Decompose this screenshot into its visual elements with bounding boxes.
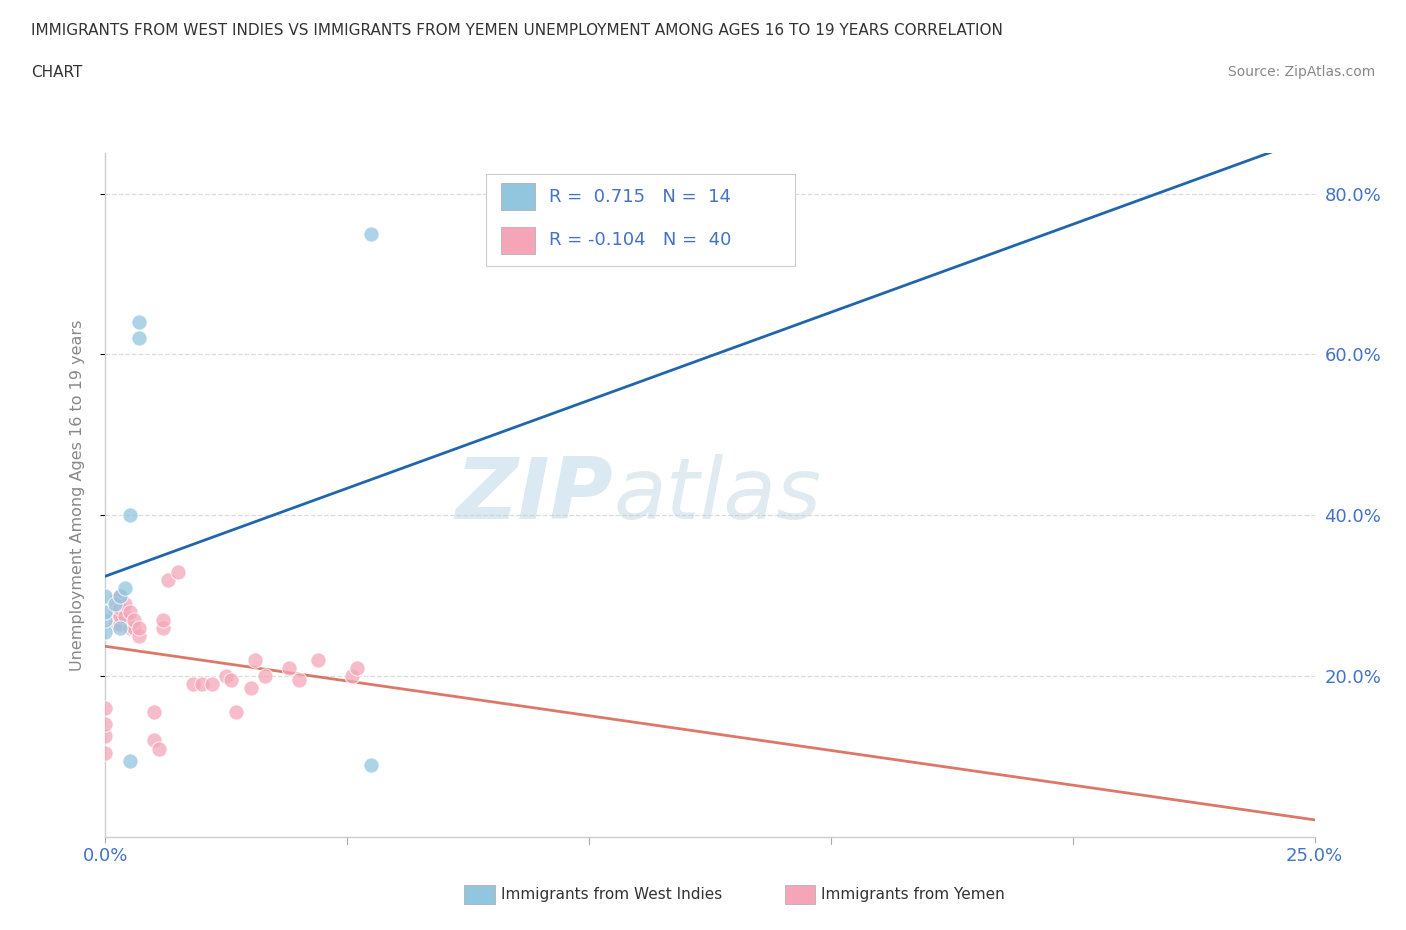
Point	[128, 315, 150, 330]
Point	[142, 705, 165, 720]
Point	[152, 613, 174, 628]
Text: R =  0.715   N =  14: R = 0.715 N = 14	[550, 188, 731, 206]
Point	[94, 613, 117, 628]
Point	[114, 580, 136, 595]
Point	[108, 589, 131, 604]
Point	[94, 729, 117, 744]
Point	[307, 653, 329, 668]
Point	[104, 592, 127, 607]
Point	[118, 753, 141, 768]
Point	[167, 565, 190, 579]
Point	[124, 613, 146, 628]
Point	[148, 741, 170, 756]
Point	[360, 757, 382, 772]
Point	[114, 608, 136, 623]
Point	[157, 572, 180, 587]
Point	[94, 604, 117, 619]
Point	[128, 331, 150, 346]
Point	[181, 677, 204, 692]
Text: R = -0.104   N =  40: R = -0.104 N = 40	[550, 232, 731, 249]
FancyBboxPatch shape	[501, 227, 534, 254]
Point	[118, 620, 141, 635]
Point	[191, 677, 214, 692]
Point	[219, 672, 242, 687]
Point	[94, 717, 117, 732]
Point	[94, 745, 117, 760]
Point	[108, 617, 131, 631]
Point	[104, 604, 127, 619]
Point	[108, 620, 131, 635]
Point	[94, 625, 117, 640]
Point	[142, 733, 165, 748]
Point	[254, 669, 277, 684]
Point	[360, 226, 382, 241]
Text: Immigrants from Yemen: Immigrants from Yemen	[821, 887, 1005, 902]
Point	[108, 589, 131, 604]
Point	[340, 669, 363, 684]
Point	[94, 701, 117, 716]
Point	[278, 660, 301, 675]
Y-axis label: Unemployment Among Ages 16 to 19 years: Unemployment Among Ages 16 to 19 years	[70, 320, 84, 671]
Point	[104, 617, 127, 631]
Point	[108, 601, 131, 616]
FancyBboxPatch shape	[501, 183, 534, 210]
Point	[128, 620, 150, 635]
Point	[94, 589, 117, 604]
Point	[108, 608, 131, 623]
Point	[128, 629, 150, 644]
Point	[114, 596, 136, 611]
Text: atlas: atlas	[613, 454, 821, 537]
Point	[152, 620, 174, 635]
Text: ZIP: ZIP	[456, 454, 613, 537]
Text: CHART: CHART	[31, 65, 83, 80]
Point	[239, 681, 262, 696]
Text: Source: ZipAtlas.com: Source: ZipAtlas.com	[1227, 65, 1375, 79]
Point	[225, 705, 247, 720]
Point	[118, 508, 141, 523]
Point	[215, 669, 238, 684]
Point	[245, 653, 267, 668]
Point	[288, 672, 311, 687]
Point	[104, 596, 127, 611]
Text: Immigrants from West Indies: Immigrants from West Indies	[501, 887, 721, 902]
FancyBboxPatch shape	[486, 174, 794, 266]
Point	[124, 620, 146, 635]
Point	[118, 604, 141, 619]
Point	[201, 677, 224, 692]
Point	[346, 660, 368, 675]
Text: IMMIGRANTS FROM WEST INDIES VS IMMIGRANTS FROM YEMEN UNEMPLOYMENT AMONG AGES 16 : IMMIGRANTS FROM WEST INDIES VS IMMIGRANT…	[31, 23, 1002, 38]
